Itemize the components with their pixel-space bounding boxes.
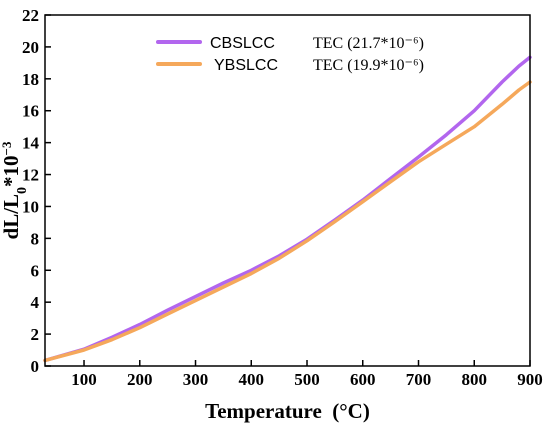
- y-tick-label: 20: [22, 38, 39, 57]
- y-axis-title-subscript: 0: [15, 187, 30, 194]
- y-axis-title-multiplier: *10: [0, 155, 23, 187]
- y-tick-label: 16: [22, 102, 39, 121]
- legend-tec-cbslcc: TEC (21.7*10⁻⁶): [313, 35, 424, 52]
- y-axis-title-main: dL/L: [0, 194, 23, 240]
- legend: CBSLCC TEC (21.7*10⁻⁶) YBSLCC TEC (19.9*10⁻…: [156, 35, 424, 74]
- x-tick-label: 500: [294, 370, 320, 389]
- x-tick-label: 800: [462, 370, 488, 389]
- series-group: [43, 55, 532, 363]
- y-axis-title: dL/L0*10−3: [0, 141, 30, 239]
- y-tick-label: 18: [22, 70, 39, 89]
- x-tick-label: 700: [406, 370, 432, 389]
- plot-frame: [44, 14, 531, 367]
- y-axis-title-exponent: −3: [0, 141, 14, 155]
- x-tick-label: 100: [71, 370, 97, 389]
- series-line-cbslcc: [43, 55, 532, 363]
- y-tick-label: 12: [22, 166, 39, 185]
- x-tick-label: 400: [239, 370, 265, 389]
- x-tick-label: 300: [183, 370, 209, 389]
- legend-tec-ybslcc: TEC (19.9*10⁻⁶): [313, 57, 424, 74]
- y-tick-label: 10: [22, 197, 39, 216]
- axes-group: 0 2 4 6 8 10 12 14 16 18 20 22 100 200 300 400 500 600 700…: [22, 6, 543, 389]
- x-tick-label: 200: [127, 370, 153, 389]
- y-tick-label: 0: [31, 357, 40, 376]
- y-tick-label: 22: [22, 6, 39, 25]
- x-axis-title: Temperature (°C): [205, 399, 370, 423]
- y-tick-label: 8: [31, 229, 40, 248]
- y-tick-label: 14: [22, 134, 40, 153]
- y-tick-label: 2: [31, 325, 40, 344]
- series-line-ybslcc: [43, 80, 532, 363]
- legend-label-cbslcc: CBSLCC: [210, 35, 275, 52]
- y-tick-label: 6: [31, 261, 40, 280]
- x-tick-label: 900: [517, 370, 543, 389]
- x-tick-label: 600: [350, 370, 376, 389]
- y-tick-label: 4: [31, 293, 40, 312]
- legend-label-ybslcc: YBSLCC: [214, 57, 278, 74]
